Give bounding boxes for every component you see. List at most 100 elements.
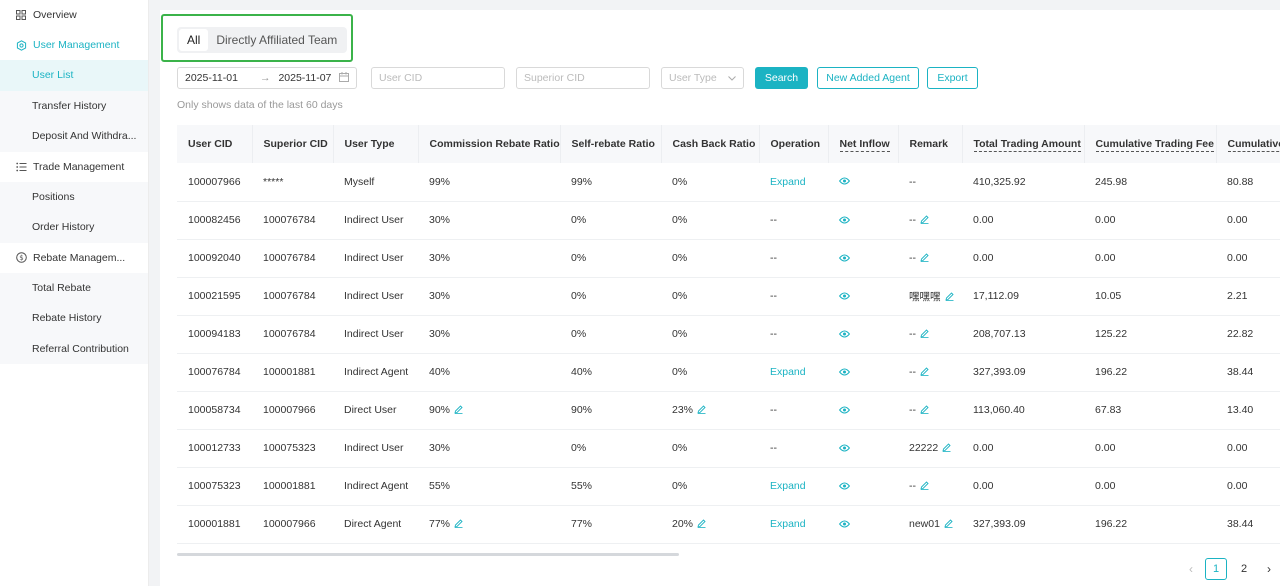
- cell-self-rebate-ratio-value: 0%: [571, 290, 587, 302]
- cell-user-cid: 100058734: [177, 391, 252, 430]
- cell-superior-cid-value: 100076784: [263, 328, 316, 340]
- cell-cash-back-ratio: 0%: [661, 353, 759, 392]
- eye-icon[interactable]: [838, 215, 851, 227]
- eye-icon[interactable]: [838, 519, 851, 531]
- nav-transfer-history[interactable]: Transfer History: [32, 99, 107, 112]
- edit-remark-icon[interactable]: [920, 480, 929, 493]
- cell-net-inflow: [828, 353, 898, 392]
- edit-remark-icon[interactable]: [920, 366, 929, 379]
- dollar-circle-icon: $: [15, 252, 27, 264]
- edit-remark-icon[interactable]: [920, 252, 929, 265]
- nav-user-management[interactable]: User Management: [0, 30, 148, 60]
- expand-link[interactable]: Expand: [770, 175, 806, 188]
- nav-total-rebate[interactable]: Total Rebate: [32, 281, 91, 294]
- user-type-select[interactable]: User Type: [661, 67, 744, 89]
- col-commission-rebate-ratio: Commission Rebate Ratio: [418, 125, 561, 163]
- user-cid-input[interactable]: User CID: [371, 67, 505, 89]
- cell-remark-value: --: [909, 213, 916, 226]
- cell-user-type: Direct Agent: [333, 505, 418, 544]
- table-body: 100007966 ***** Myself 99% 99% 0% Expand -- 410,…: [177, 163, 1280, 544]
- user-table: User CID Superior CID User Type Commissi…: [177, 125, 1280, 544]
- nav-user-list[interactable]: User List: [0, 60, 148, 91]
- nav-trade-management[interactable]: Trade Management: [0, 152, 148, 182]
- next-page-icon[interactable]: ›: [1267, 562, 1271, 576]
- nav-rebate-history[interactable]: Rebate History: [32, 312, 102, 325]
- cell-operation-value: --: [770, 252, 777, 264]
- edit-cashback-icon[interactable]: [697, 404, 706, 417]
- cell-total-trading-amount: 410,325.92: [962, 163, 1084, 202]
- edit-remark-icon[interactable]: [920, 328, 929, 341]
- col-total-trading-amount[interactable]: Total Trading Amount: [962, 125, 1085, 163]
- nav-deposit-withdraw[interactable]: Deposit And Withdra...: [32, 130, 137, 143]
- cell-cash-back-ratio: 0%: [661, 239, 759, 278]
- edit-remark-icon[interactable]: [920, 214, 929, 227]
- tab-all[interactable]: All: [179, 29, 209, 51]
- cell-commission-ratio-value: 30%: [429, 214, 451, 226]
- cell-total-trading-amount-value: 410,325.92: [973, 175, 1026, 188]
- main-content: All Directly Affiliated Team 2025-11-01 …: [160, 10, 1280, 586]
- eye-icon[interactable]: [838, 253, 851, 265]
- edit-remark-icon[interactable]: [944, 518, 953, 531]
- cell-cumulative-value: 38.44: [1227, 518, 1254, 530]
- page-1-button[interactable]: 1: [1205, 558, 1227, 580]
- date-range-picker[interactable]: 2025-11-01 → 2025-11-07: [177, 67, 357, 89]
- expand-link[interactable]: Expand: [770, 366, 806, 378]
- cell-user-cid-value: 100012733: [188, 442, 241, 454]
- col-cumulative[interactable]: Cumulative: [1216, 125, 1280, 163]
- edit-commission-icon[interactable]: [454, 518, 463, 531]
- cell-cash-back-ratio-value: 23%: [672, 403, 694, 416]
- tab-directly-affiliated-team[interactable]: Directly Affiliated Team: [216, 33, 338, 47]
- eye-icon[interactable]: [838, 481, 851, 493]
- start-date[interactable]: 2025-11-01: [185, 72, 238, 84]
- edit-remark-icon[interactable]: [944, 291, 954, 304]
- trade-management-submenu: Positions Order History: [0, 181, 148, 243]
- cell-commission-ratio: 30%: [418, 239, 560, 278]
- edit-remark-icon[interactable]: [942, 442, 951, 455]
- cell-operation-value: --: [770, 442, 777, 454]
- cell-remark: 22222: [898, 429, 962, 468]
- col-net-inflow[interactable]: Net Inflow: [828, 125, 899, 163]
- page-2-button[interactable]: 2: [1240, 563, 1248, 575]
- new-added-agent-button[interactable]: New Added Agent: [817, 67, 919, 89]
- cell-cumulative-trading-fee: 245.98: [1084, 163, 1216, 202]
- expand-link[interactable]: Expand: [770, 518, 806, 530]
- export-button[interactable]: Export: [927, 67, 978, 89]
- edit-remark-icon[interactable]: [920, 404, 929, 417]
- eye-icon[interactable]: [838, 367, 851, 379]
- cell-cash-back-ratio-value: 0%: [672, 328, 688, 340]
- cell-superior-cid-value: 100007966: [263, 518, 316, 530]
- cell-cumulative-trading-fee: 196.22: [1084, 505, 1216, 544]
- end-date[interactable]: 2025-11-07: [278, 72, 332, 84]
- cell-total-trading-amount-value: 0.00: [973, 214, 994, 226]
- cell-user-cid-value: 100082456: [188, 214, 241, 226]
- search-button[interactable]: Search: [755, 67, 808, 89]
- cell-self-rebate-ratio-value: 55%: [571, 480, 593, 492]
- cell-user-type: Indirect User: [333, 201, 418, 240]
- col-cumulative-trading-fee[interactable]: Cumulative Trading Fee: [1084, 125, 1217, 163]
- edit-cashback-icon[interactable]: [697, 518, 706, 531]
- eye-icon[interactable]: [838, 329, 851, 341]
- nav-overview[interactable]: Overview: [0, 0, 148, 30]
- edit-commission-icon[interactable]: [454, 404, 463, 417]
- cell-cumulative-value: 38.44: [1227, 366, 1254, 378]
- eye-icon[interactable]: [838, 291, 851, 303]
- eye-icon[interactable]: [838, 176, 851, 188]
- cell-user-type-value: Indirect User: [344, 290, 404, 302]
- prev-page-icon[interactable]: ‹: [1189, 562, 1193, 576]
- nav-referral-contribution[interactable]: Referral Contribution: [32, 342, 129, 355]
- cell-cumulative-trading-fee: 0.00: [1084, 429, 1216, 468]
- expand-link[interactable]: Expand: [770, 480, 806, 492]
- nav-positions[interactable]: Positions: [32, 190, 75, 203]
- nav-order-history[interactable]: Order History: [32, 221, 95, 234]
- superior-cid-input[interactable]: Superior CID: [516, 67, 650, 89]
- cell-user-cid: 100075323: [177, 467, 252, 506]
- horizontal-scrollbar[interactable]: [177, 553, 679, 556]
- team-tabs: All Directly Affiliated Team: [177, 27, 348, 53]
- cell-user-cid: 100001881: [177, 505, 252, 544]
- cell-superior-cid-value: 100076784: [263, 214, 316, 226]
- eye-icon[interactable]: [838, 405, 851, 417]
- col-cumulative-label: Cumulative: [1227, 138, 1280, 152]
- cell-user-cid: 100021595: [177, 277, 252, 316]
- eye-icon[interactable]: [838, 443, 851, 455]
- nav-rebate-management[interactable]: $ Rebate Managem...: [0, 243, 148, 273]
